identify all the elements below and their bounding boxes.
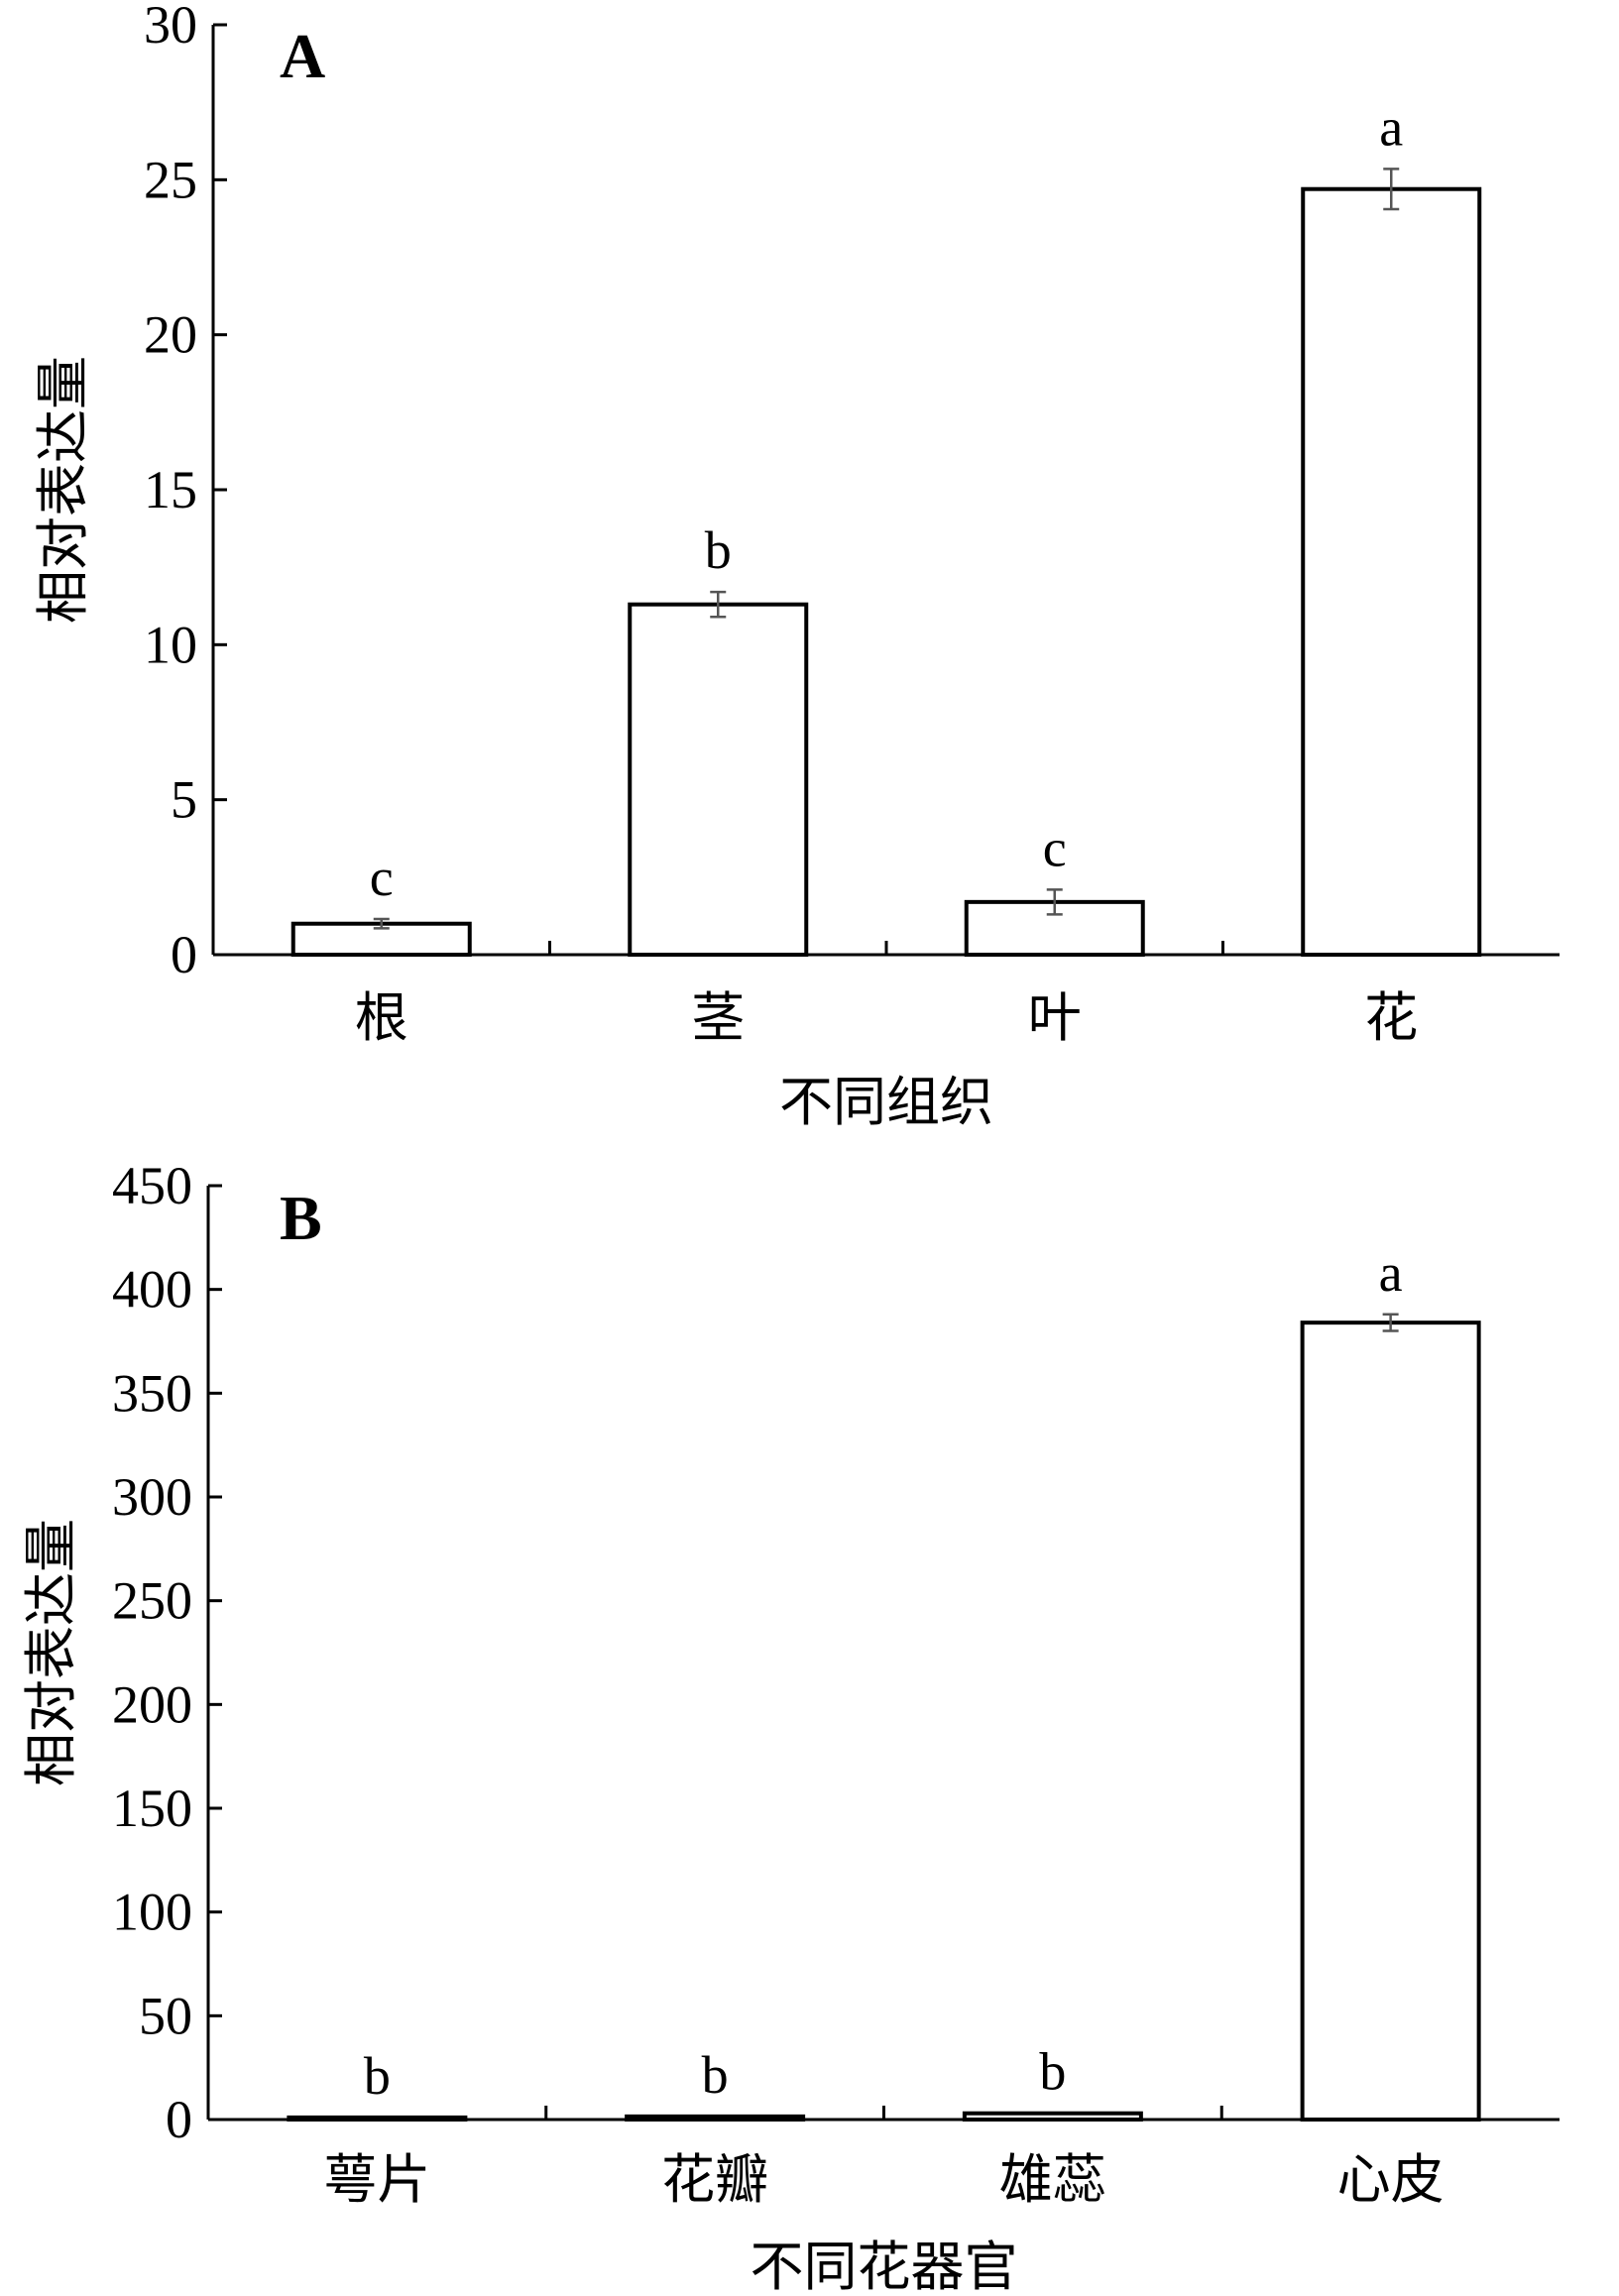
bar-2 bbox=[625, 2114, 806, 2123]
y-tick-label: 50 bbox=[139, 1986, 192, 2045]
bar-4 bbox=[1300, 1320, 1481, 2123]
panel-label: B bbox=[280, 1183, 322, 1253]
y-tick-label: 150 bbox=[112, 1779, 192, 1838]
x-axis-title: 不同花器官 bbox=[751, 2236, 1018, 2296]
x-category-label: 茎 bbox=[691, 986, 745, 1049]
y-tick-label: 0 bbox=[166, 2090, 192, 2149]
x-category-label: 叶 bbox=[1028, 986, 1082, 1049]
significance-label: b bbox=[702, 2045, 729, 2105]
panel-label: A bbox=[280, 21, 325, 91]
y-tick-label: 200 bbox=[112, 1674, 192, 1734]
y-tick-label: 10 bbox=[144, 615, 197, 674]
y-tick-label: 400 bbox=[112, 1260, 192, 1320]
x-category-label: 花 bbox=[1364, 986, 1418, 1049]
y-tick-label: 0 bbox=[171, 925, 197, 984]
bar-2 bbox=[628, 602, 809, 957]
y-tick-label: 30 bbox=[144, 0, 197, 55]
x-category-label: 根 bbox=[355, 986, 408, 1049]
y-tick-label: 450 bbox=[112, 1156, 192, 1215]
bar-3 bbox=[962, 2111, 1143, 2122]
significance-label: c bbox=[370, 848, 394, 907]
significance-label: b bbox=[1039, 2042, 1066, 2102]
y-tick-label: 250 bbox=[112, 1571, 192, 1631]
y-tick-label: 25 bbox=[144, 150, 197, 209]
y-axis-title: 相对表达量 bbox=[32, 356, 94, 624]
y-tick-label: 100 bbox=[112, 1883, 192, 1942]
chart-panel-b: 0 50 100 150 200 250 300 350 400 450 b 萼片 b 花瓣 b 雄蕊 a 心皮不… bbox=[20, 1156, 1560, 2296]
y-tick-label: 15 bbox=[144, 460, 197, 519]
bar-1 bbox=[287, 2115, 468, 2123]
significance-label: b bbox=[364, 2046, 391, 2106]
significance-label: c bbox=[1043, 818, 1067, 877]
x-category-label: 萼片 bbox=[323, 2148, 430, 2211]
x-category-label: 雄蕊 bbox=[999, 2148, 1106, 2211]
y-axis-title: 相对表达量 bbox=[20, 1519, 82, 1786]
x-axis-title: 不同组织 bbox=[779, 1071, 993, 1133]
x-category-label: 心皮 bbox=[1337, 2148, 1445, 2211]
x-category-label: 花瓣 bbox=[661, 2148, 768, 2211]
significance-label: a bbox=[1379, 97, 1403, 157]
significance-label: b bbox=[705, 520, 732, 580]
bar-4 bbox=[1301, 186, 1482, 958]
significance-label: a bbox=[1379, 1243, 1403, 1303]
y-tick-label: 5 bbox=[171, 770, 197, 830]
y-tick-label: 20 bbox=[144, 305, 197, 365]
y-tick-label: 300 bbox=[112, 1467, 192, 1527]
y-tick-label: 350 bbox=[112, 1363, 192, 1423]
